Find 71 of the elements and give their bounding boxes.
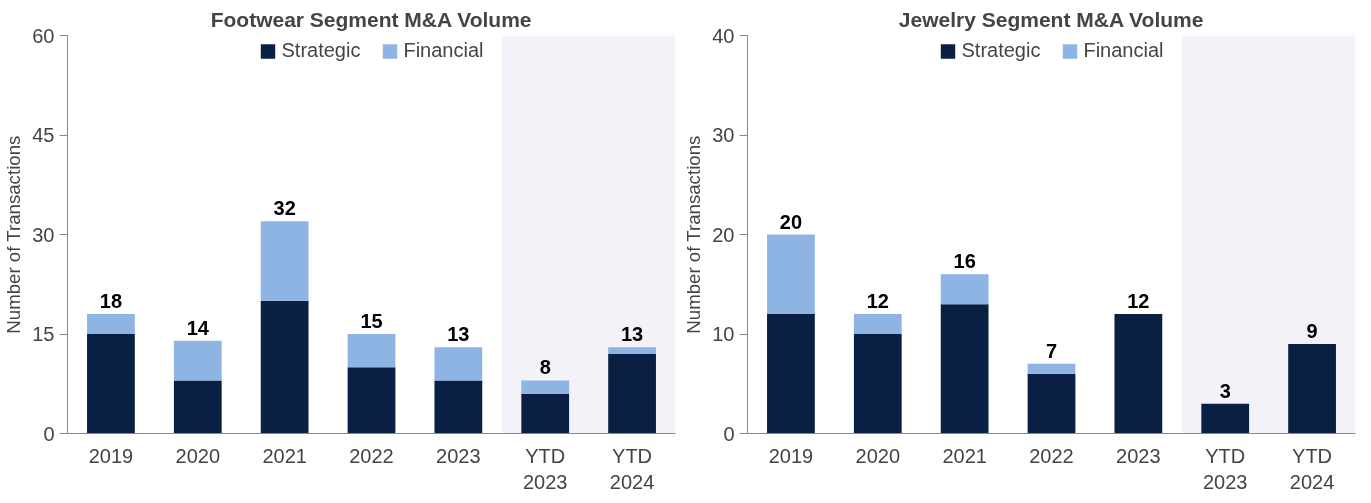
- bar: [87, 314, 135, 334]
- total-label: 8: [539, 356, 551, 379]
- bar: [87, 334, 135, 434]
- x-tick-label: YTD 2023: [1202, 444, 1248, 493]
- y-tick-label: 60: [32, 24, 55, 47]
- total-label: 7: [1045, 339, 1058, 362]
- bar: [173, 380, 222, 434]
- x-tick-label: 2022: [349, 444, 394, 467]
- y-tick-label: 45: [32, 124, 55, 146]
- bar: [767, 234, 815, 315]
- y-tick-label: 40: [712, 24, 735, 47]
- total-label: 13: [620, 323, 644, 346]
- x-tick-label: 2023: [1116, 444, 1161, 467]
- x-tick-label: YTD 2024: [609, 444, 655, 493]
- x-tick-label: 2020: [855, 444, 901, 467]
- bar: [260, 300, 309, 434]
- legend-label: Financial: [1083, 39, 1164, 62]
- legend-label: Strategic: [961, 39, 1041, 62]
- bar: [940, 274, 989, 305]
- total-label: 3: [1219, 379, 1231, 402]
- total-label: 9: [1306, 319, 1318, 342]
- bar: [1027, 363, 1076, 374]
- bar: [608, 353, 656, 434]
- x-tick-label: 2023: [436, 444, 481, 467]
- y-tick-label: 0: [723, 422, 735, 445]
- bar: [1027, 373, 1076, 434]
- x-tick-label: 2021: [942, 444, 987, 467]
- bar: [853, 334, 902, 434]
- total-label: 18: [99, 290, 123, 313]
- bar: [940, 304, 989, 434]
- x-tick-label: 2022: [1029, 444, 1074, 467]
- bar: [434, 380, 483, 434]
- bar: [434, 347, 483, 381]
- y-tick-label: 0: [43, 422, 55, 445]
- bar: [347, 334, 396, 368]
- x-tick-label: 2021: [262, 444, 307, 467]
- y-tick-label: 10: [712, 323, 735, 345]
- y-tick-label: 30: [32, 223, 55, 246]
- total-label: 20: [779, 210, 803, 233]
- chart-title: Jewelry Segment M&A Volume: [898, 7, 1204, 31]
- legend-label: Financial: [403, 39, 484, 62]
- bar: [347, 367, 396, 434]
- total-label: 16: [953, 250, 976, 273]
- legend-label: Strategic: [281, 39, 361, 62]
- y-tick-label: 30: [712, 124, 735, 146]
- bar: [521, 393, 570, 434]
- bar: [1201, 403, 1250, 434]
- bar: [260, 221, 309, 301]
- x-tick-label: YTD 2023: [522, 444, 568, 493]
- bar: [173, 340, 222, 381]
- chart-title: Footwear Segment M&A Volume: [210, 7, 532, 31]
- bar: [853, 314, 902, 334]
- total-label: 13: [447, 323, 470, 346]
- bar: [1288, 343, 1336, 434]
- total-label: 14: [186, 316, 210, 339]
- total-label: 32: [273, 197, 296, 220]
- total-label: 12: [1127, 290, 1150, 313]
- bar: [767, 314, 815, 434]
- y-tick-label: 20: [712, 223, 735, 246]
- bar: [608, 347, 656, 354]
- x-tick-label: 2019: [88, 444, 134, 467]
- y-axis-title: Number of Transactions: [683, 135, 705, 334]
- x-tick-label: 2019: [768, 444, 814, 467]
- bar: [521, 380, 570, 394]
- y-tick-label: 15: [32, 323, 55, 345]
- x-tick-label: YTD 2024: [1289, 444, 1335, 493]
- y-axis-title: Number of Transactions: [3, 135, 25, 334]
- total-label: 15: [360, 310, 383, 332]
- bar: [1114, 314, 1163, 434]
- total-label: 12: [866, 290, 889, 313]
- x-tick-label: 2020: [175, 444, 221, 467]
